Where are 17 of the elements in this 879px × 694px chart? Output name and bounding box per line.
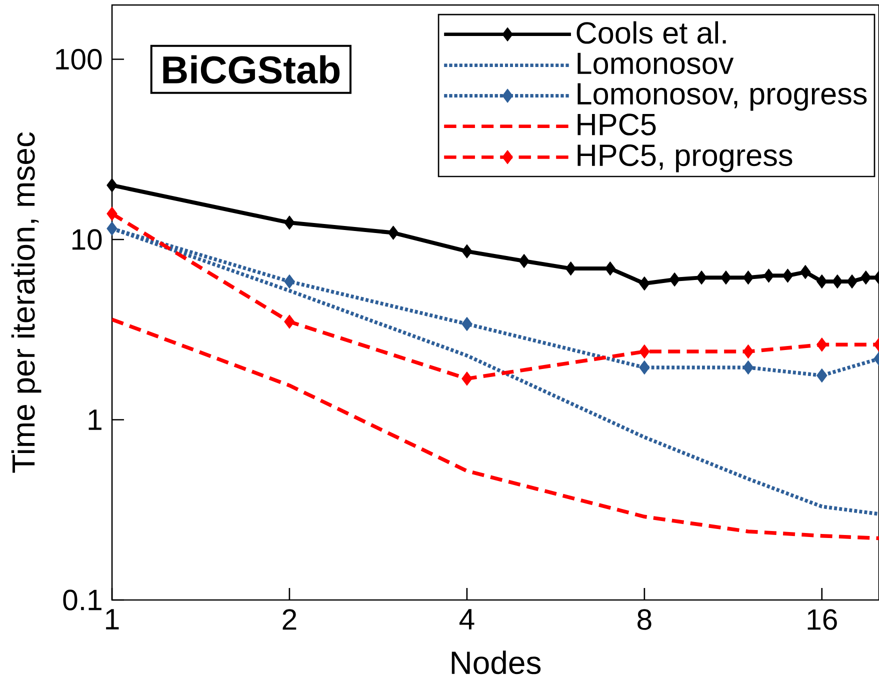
annotation: BiCGStab [163,55,340,84]
y-tick-label: 100 [56,48,102,70]
legend-label: HPC5, progress [578,144,792,172]
y-tick-label: 10 [72,229,102,250]
legend-label: Cools et al. [576,21,726,44]
y-tick-label: 1 [88,410,102,430]
legend-label: Lomonosov [578,52,734,74]
x-tick-label: 1 [106,609,119,630]
x-tick-label: 2 [282,609,296,630]
y-tick-label: 0.1 [63,590,102,610]
x-tick-label: 4 [459,609,474,630]
legend-label: Lomonosov, progress [578,83,867,111]
x-tick-label: 8 [638,609,652,630]
x-axis-title: Nodes [452,650,541,674]
legend-label: HPC5 [578,114,656,136]
y-axis-title: Time per iteration, msec [11,132,42,473]
x-tick-label: 16 [808,609,837,630]
